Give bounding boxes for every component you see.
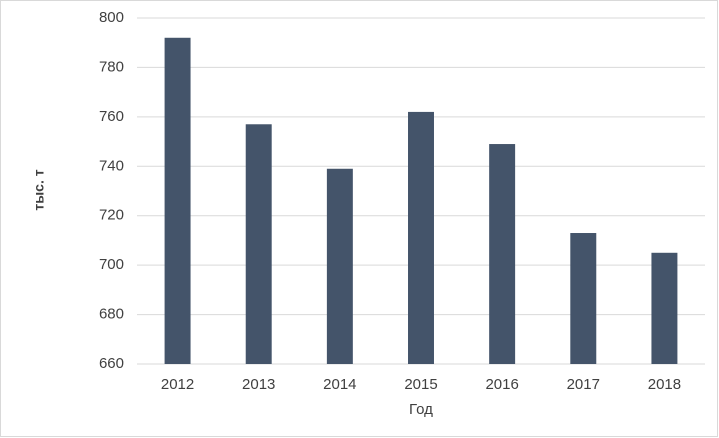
x-axis-label: Год xyxy=(409,401,433,418)
x-tick-label: 2014 xyxy=(323,376,356,393)
bar xyxy=(245,124,272,365)
y-tick-label: 800 xyxy=(99,9,124,26)
x-tick-label: 2012 xyxy=(161,376,194,393)
bar xyxy=(326,168,353,364)
y-tick-label: 760 xyxy=(99,108,124,125)
x-tick-label: 2013 xyxy=(242,376,275,393)
x-tick-label: 2017 xyxy=(567,376,600,393)
x-tick-label: 2015 xyxy=(404,376,437,393)
y-axis-label: тыс. т xyxy=(31,169,47,210)
bar xyxy=(164,37,191,365)
y-tick-label: 740 xyxy=(99,157,124,174)
y-tick-label: 720 xyxy=(99,207,124,224)
bar xyxy=(570,233,597,364)
y-tick-label: 680 xyxy=(99,306,124,323)
y-tick-label: 700 xyxy=(99,256,124,273)
x-tick-label: 2016 xyxy=(485,376,518,393)
x-tick-label: 2018 xyxy=(648,376,681,393)
y-tick-label: 780 xyxy=(99,58,124,75)
bar xyxy=(651,252,678,364)
bar xyxy=(489,144,516,364)
y-tick-label: 660 xyxy=(99,355,124,372)
bar xyxy=(408,111,434,365)
